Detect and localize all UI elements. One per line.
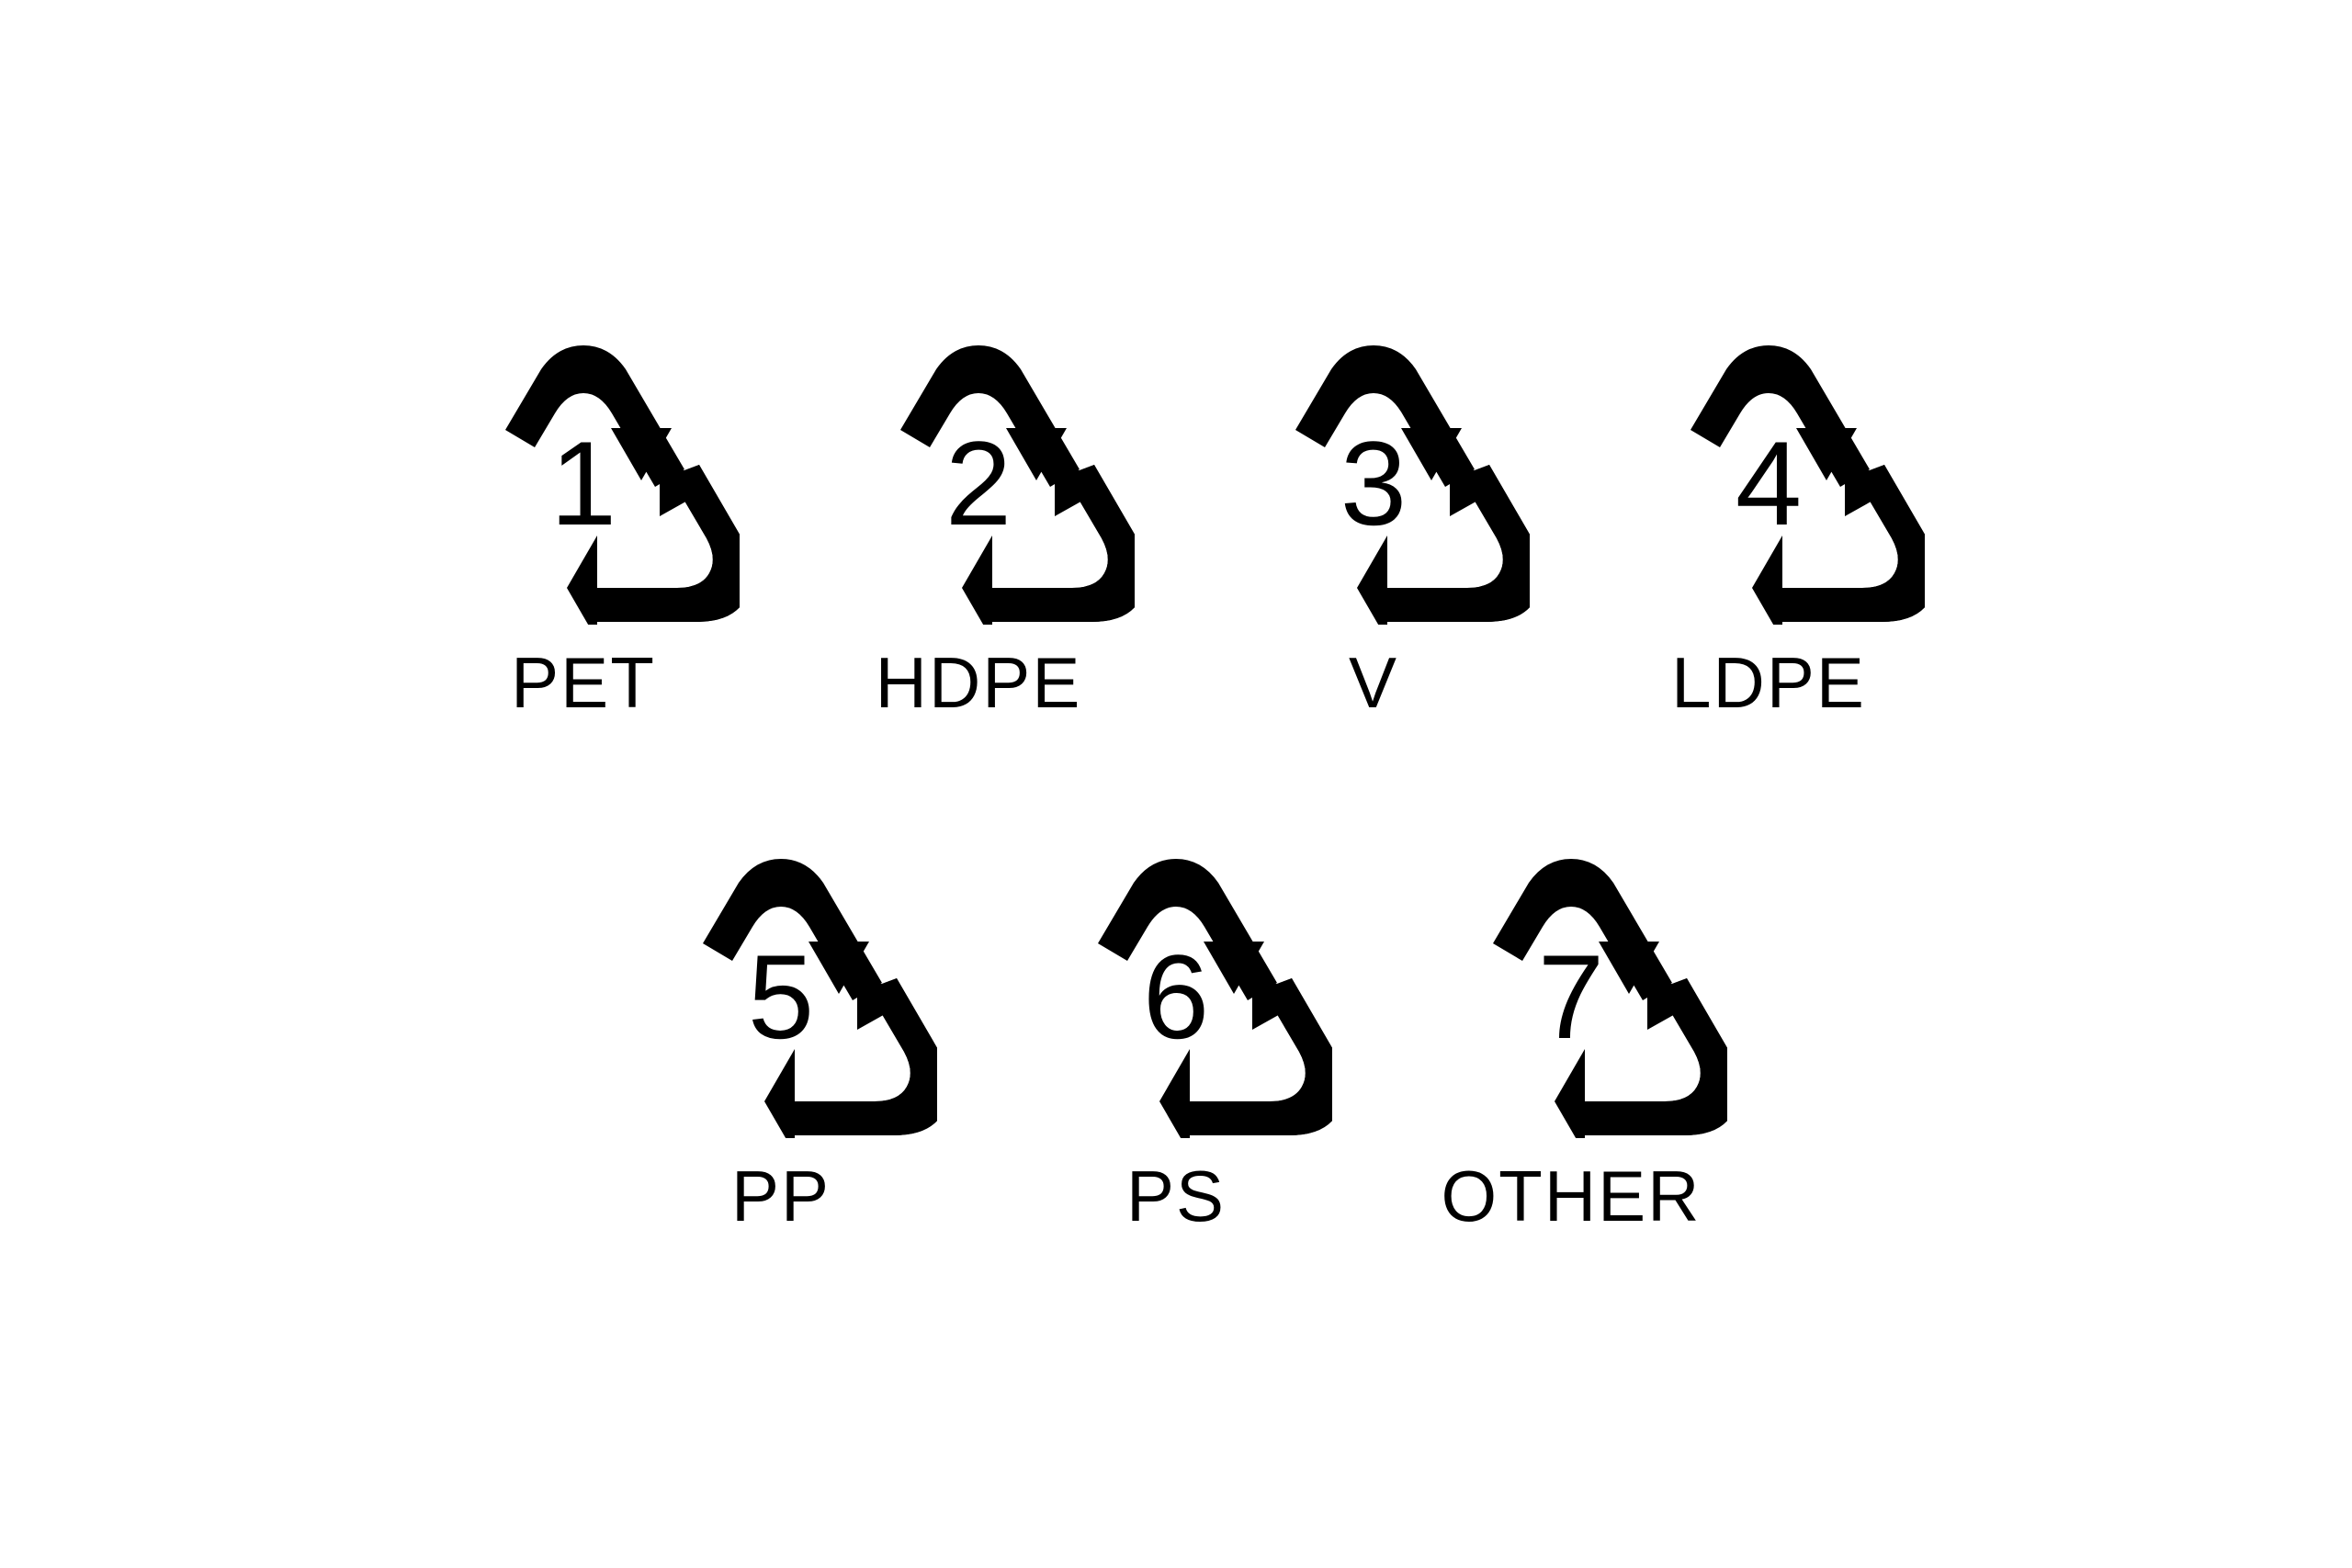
recycling-label: OTHER bbox=[1442, 1155, 1702, 1238]
recycling-triangle-icon: 7 bbox=[1415, 844, 1727, 1138]
recycling-number: 7 bbox=[1538, 928, 1604, 1066]
recycling-symbol-v: 3 V bbox=[1217, 331, 1530, 725]
recycling-number: 6 bbox=[1143, 928, 1209, 1066]
recycling-symbol-hdpe: 2 HDPE bbox=[822, 331, 1135, 725]
recycling-label: LDPE bbox=[1671, 641, 1866, 725]
recycling-symbols-grid: 1 PET 2 HDPE bbox=[427, 331, 1925, 1238]
recycling-symbol-ldpe: 4 LDPE bbox=[1612, 331, 1925, 725]
recycling-triangle-icon: 5 bbox=[625, 844, 937, 1138]
recycling-number: 1 bbox=[550, 414, 616, 552]
recycling-symbol-pet: 1 PET bbox=[427, 331, 740, 725]
recycling-symbol-pp: 5 PP bbox=[625, 844, 937, 1238]
row-1: 1 PET 2 HDPE bbox=[427, 331, 1925, 725]
recycling-triangle-icon: 3 bbox=[1217, 331, 1530, 625]
recycling-symbol-ps: 6 PS bbox=[1020, 844, 1332, 1238]
recycling-label: PS bbox=[1126, 1155, 1226, 1238]
recycling-label: PP bbox=[731, 1155, 831, 1238]
recycling-symbol-other: 7 OTHER bbox=[1415, 844, 1727, 1238]
recycling-label: PET bbox=[511, 641, 656, 725]
recycling-number: 2 bbox=[945, 414, 1012, 552]
recycling-label: HDPE bbox=[876, 641, 1082, 725]
recycling-number: 3 bbox=[1340, 414, 1407, 552]
recycling-number: 4 bbox=[1736, 414, 1802, 552]
recycling-triangle-icon: 1 bbox=[427, 331, 740, 625]
recycling-triangle-icon: 2 bbox=[822, 331, 1135, 625]
recycling-label: V bbox=[1349, 641, 1398, 725]
row-2: 5 PP 6 PS bbox=[625, 844, 1727, 1238]
recycling-triangle-icon: 6 bbox=[1020, 844, 1332, 1138]
recycling-number: 5 bbox=[748, 928, 814, 1066]
recycling-triangle-icon: 4 bbox=[1612, 331, 1925, 625]
